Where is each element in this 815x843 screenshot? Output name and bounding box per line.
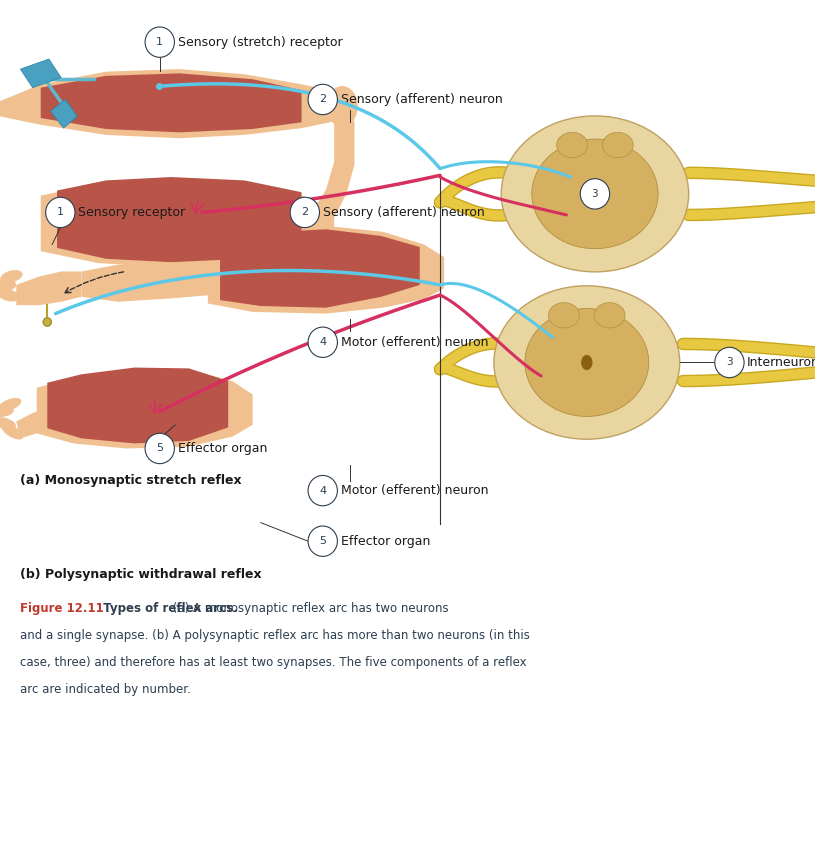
Polygon shape — [37, 369, 253, 448]
Circle shape — [308, 327, 337, 357]
Ellipse shape — [501, 115, 689, 271]
Polygon shape — [82, 261, 210, 302]
Ellipse shape — [557, 132, 588, 158]
Text: arc are indicated by number.: arc are indicated by number. — [20, 683, 192, 695]
Circle shape — [46, 197, 75, 228]
Text: Types of reflex arcs.: Types of reflex arcs. — [95, 602, 238, 615]
Circle shape — [580, 179, 610, 209]
Text: (b) Polysynaptic withdrawal reflex: (b) Polysynaptic withdrawal reflex — [20, 568, 262, 582]
Text: (a) Monosynaptic stretch reflex: (a) Monosynaptic stretch reflex — [20, 474, 242, 487]
Polygon shape — [269, 94, 355, 253]
Ellipse shape — [0, 279, 16, 291]
Text: Sensory (afferent) neuron: Sensory (afferent) neuron — [323, 206, 484, 219]
Circle shape — [43, 318, 51, 326]
Text: 5: 5 — [319, 536, 326, 546]
Text: 4: 4 — [319, 486, 326, 496]
Text: Interneuron: Interneuron — [747, 356, 815, 369]
Text: Effector organ: Effector organ — [178, 442, 267, 455]
Ellipse shape — [0, 288, 20, 302]
Text: Motor (efferent) neuron: Motor (efferent) neuron — [341, 484, 488, 497]
Ellipse shape — [589, 186, 601, 201]
Circle shape — [715, 347, 744, 378]
Text: 3: 3 — [592, 189, 598, 199]
Text: and a single synapse. (b) A polysynaptic reflex arc has more than two neurons (i: and a single synapse. (b) A polysynaptic… — [20, 629, 531, 642]
Circle shape — [290, 197, 319, 228]
Ellipse shape — [494, 286, 680, 439]
Text: 1: 1 — [57, 207, 64, 217]
Ellipse shape — [531, 139, 659, 249]
Text: Effector organ: Effector organ — [341, 534, 430, 548]
Polygon shape — [16, 271, 82, 305]
Ellipse shape — [594, 303, 625, 328]
Text: Sensory receptor: Sensory receptor — [78, 206, 185, 219]
Polygon shape — [41, 180, 334, 267]
Ellipse shape — [548, 303, 579, 328]
Text: 4: 4 — [319, 337, 326, 347]
Text: Motor (efferent) neuron: Motor (efferent) neuron — [341, 336, 488, 349]
Polygon shape — [47, 368, 228, 443]
Ellipse shape — [0, 270, 23, 283]
Circle shape — [308, 475, 337, 506]
Circle shape — [145, 27, 174, 57]
Text: Figure 12.11: Figure 12.11 — [20, 602, 104, 615]
Polygon shape — [220, 229, 420, 308]
Ellipse shape — [525, 309, 649, 416]
Ellipse shape — [2, 424, 23, 439]
Polygon shape — [16, 405, 65, 438]
Ellipse shape — [602, 132, 633, 158]
Text: case, three) and therefore has at least two synapses. The five components of a r: case, three) and therefore has at least … — [20, 656, 527, 668]
Text: Sensory (afferent) neuron: Sensory (afferent) neuron — [341, 93, 502, 106]
Circle shape — [308, 526, 337, 556]
Polygon shape — [51, 99, 77, 128]
Text: Sensory (stretch) receptor: Sensory (stretch) receptor — [178, 35, 342, 49]
Ellipse shape — [0, 398, 21, 411]
Text: 5: 5 — [156, 443, 163, 454]
Text: 3: 3 — [726, 357, 733, 368]
Text: 2: 2 — [302, 207, 308, 217]
Ellipse shape — [581, 355, 593, 370]
Ellipse shape — [0, 417, 16, 429]
Polygon shape — [0, 69, 342, 138]
Circle shape — [308, 84, 337, 115]
Polygon shape — [41, 73, 302, 132]
Circle shape — [145, 433, 174, 464]
Polygon shape — [57, 177, 302, 262]
Text: 2: 2 — [319, 94, 326, 105]
Text: (a) A monosynaptic reflex arc has two neurons: (a) A monosynaptic reflex arc has two ne… — [169, 602, 448, 615]
Ellipse shape — [0, 405, 14, 417]
Text: 1: 1 — [156, 37, 163, 47]
Polygon shape — [20, 59, 61, 88]
Ellipse shape — [327, 86, 358, 126]
Polygon shape — [208, 226, 444, 314]
